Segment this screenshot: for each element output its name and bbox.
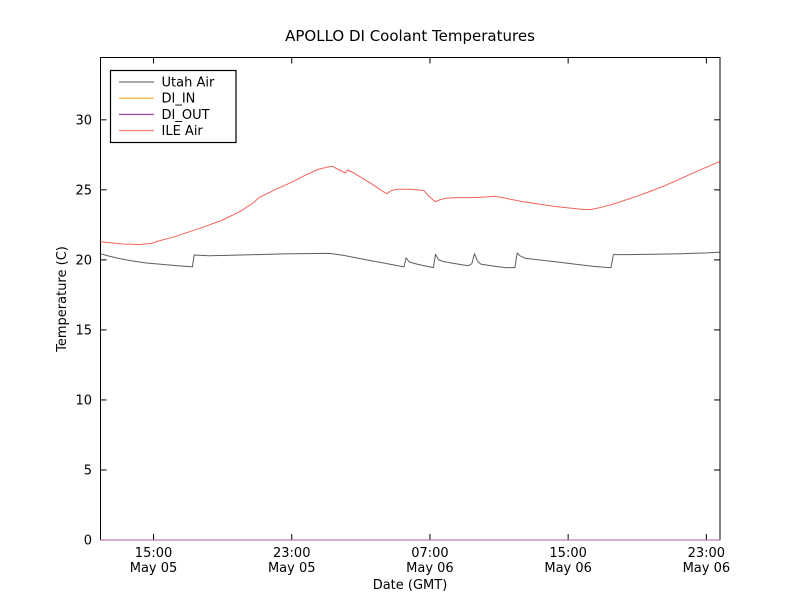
x-tick-label-time: 23:00 bbox=[688, 546, 725, 561]
legend-item-label: Utah Air bbox=[162, 76, 215, 91]
x-tick-label-date: May 06 bbox=[683, 561, 731, 576]
x-tick-label-date: May 06 bbox=[406, 561, 454, 576]
legend-item-label: DI_IN bbox=[162, 92, 196, 107]
x-axis-label: Date (GMT) bbox=[373, 578, 448, 593]
x-tick-label-date: May 05 bbox=[268, 561, 316, 576]
x-tick-label-time: 07:00 bbox=[411, 546, 448, 561]
y-tick-label: 5 bbox=[84, 463, 92, 478]
y-tick-label: 25 bbox=[75, 183, 92, 198]
legend-item-label: ILE Air bbox=[162, 124, 204, 139]
axis-ticks bbox=[100, 57, 720, 541]
y-axis-label: Temperature (C) bbox=[55, 246, 70, 353]
x-tick-label-date: May 06 bbox=[544, 561, 592, 576]
y-tick-label: 15 bbox=[75, 323, 92, 338]
y-tick-label: 0 bbox=[84, 534, 92, 549]
data-lines bbox=[99, 161, 721, 541]
chart-title: APOLLO DI Coolant Temperatures bbox=[285, 27, 535, 45]
legend-item-label: DI_OUT bbox=[162, 108, 210, 123]
y-tick-label: 30 bbox=[75, 113, 92, 128]
y-tick-label: 10 bbox=[75, 393, 92, 408]
x-tick-label-time: 15:00 bbox=[135, 546, 172, 561]
x-tick-label-date: May 05 bbox=[130, 561, 178, 576]
series-line-ile-air bbox=[99, 161, 720, 245]
x-tick-label-time: 23:00 bbox=[273, 546, 310, 561]
series-line-utah-air bbox=[99, 251, 720, 269]
x-tick-label-time: 15:00 bbox=[549, 546, 586, 561]
y-tick-label: 20 bbox=[75, 253, 92, 268]
